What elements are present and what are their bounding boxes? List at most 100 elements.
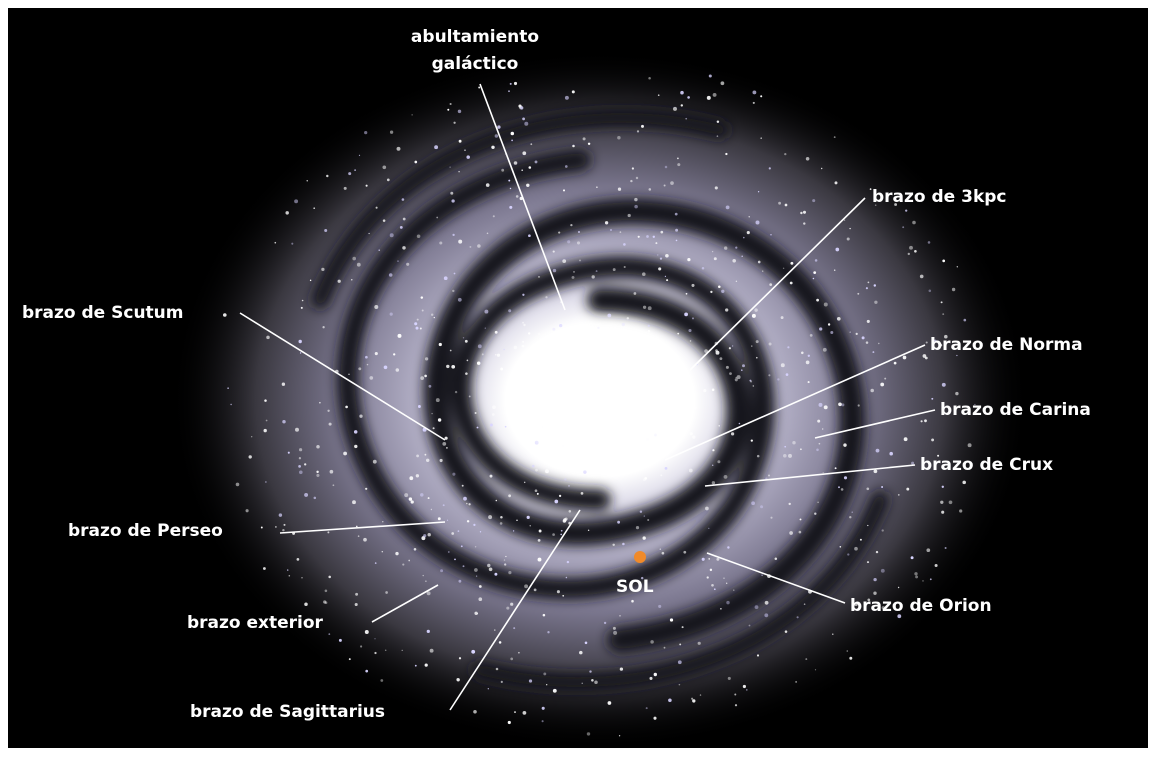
star	[422, 310, 424, 312]
star	[801, 352, 804, 355]
star	[799, 531, 802, 534]
star	[509, 206, 512, 209]
star	[634, 292, 637, 295]
star	[316, 445, 320, 449]
star	[840, 546, 842, 548]
star	[594, 681, 598, 685]
star	[366, 185, 368, 187]
star	[690, 432, 693, 435]
star	[562, 595, 564, 597]
star	[496, 500, 498, 502]
star	[360, 645, 362, 647]
star	[728, 677, 731, 680]
star	[808, 355, 810, 357]
star	[605, 221, 608, 224]
star	[889, 452, 893, 456]
star	[450, 192, 453, 195]
star	[322, 326, 324, 328]
star	[530, 143, 532, 145]
star	[477, 361, 480, 364]
star	[523, 324, 525, 326]
star	[707, 96, 711, 100]
star	[484, 310, 488, 314]
star	[841, 403, 844, 406]
star	[620, 667, 623, 670]
star	[463, 565, 465, 567]
star	[462, 485, 464, 487]
star	[562, 259, 566, 263]
star	[304, 603, 308, 607]
star	[867, 525, 868, 526]
star	[921, 420, 923, 422]
star	[456, 678, 459, 681]
star	[420, 327, 422, 329]
star	[926, 548, 930, 552]
star	[716, 558, 719, 561]
star	[577, 241, 580, 244]
star	[657, 254, 658, 255]
star	[724, 475, 728, 479]
star	[849, 331, 851, 333]
star	[261, 527, 263, 529]
star	[665, 467, 668, 470]
star	[857, 293, 859, 295]
star	[467, 360, 469, 362]
star	[817, 502, 819, 504]
star	[688, 329, 691, 332]
star	[526, 184, 529, 187]
star	[761, 574, 762, 575]
star	[404, 493, 408, 497]
star	[299, 471, 303, 475]
star	[821, 168, 822, 169]
star	[535, 489, 538, 492]
star	[824, 405, 828, 409]
star	[283, 524, 285, 526]
star	[720, 608, 722, 610]
star	[480, 531, 481, 532]
star	[545, 296, 547, 298]
star	[449, 166, 450, 167]
star	[522, 322, 524, 324]
star	[499, 641, 502, 644]
star	[383, 219, 386, 222]
star	[479, 585, 482, 588]
star	[570, 224, 572, 226]
star	[613, 631, 617, 635]
star	[382, 551, 383, 552]
star	[906, 488, 909, 491]
star	[751, 439, 753, 441]
star	[563, 189, 565, 191]
star	[344, 187, 347, 190]
label: brazo de Perseo	[68, 518, 223, 545]
star	[547, 631, 549, 633]
star	[952, 288, 955, 291]
star	[436, 398, 440, 402]
star	[266, 420, 268, 422]
star	[474, 612, 477, 615]
star	[564, 478, 566, 480]
star	[830, 331, 833, 334]
star	[458, 298, 462, 302]
star	[466, 503, 468, 505]
star	[402, 198, 405, 201]
star	[785, 204, 788, 207]
star	[705, 507, 709, 511]
star	[301, 307, 303, 309]
star	[563, 518, 567, 522]
star	[817, 420, 820, 423]
star	[491, 146, 494, 149]
star	[518, 652, 520, 654]
star	[455, 391, 457, 393]
star	[752, 90, 756, 94]
star	[304, 463, 306, 465]
star	[537, 493, 539, 495]
star	[819, 403, 823, 407]
star	[288, 452, 290, 454]
star	[438, 418, 441, 421]
star	[420, 376, 424, 380]
star	[323, 600, 326, 603]
star	[955, 392, 958, 395]
star	[914, 250, 917, 253]
star	[301, 577, 302, 578]
star	[717, 121, 719, 123]
